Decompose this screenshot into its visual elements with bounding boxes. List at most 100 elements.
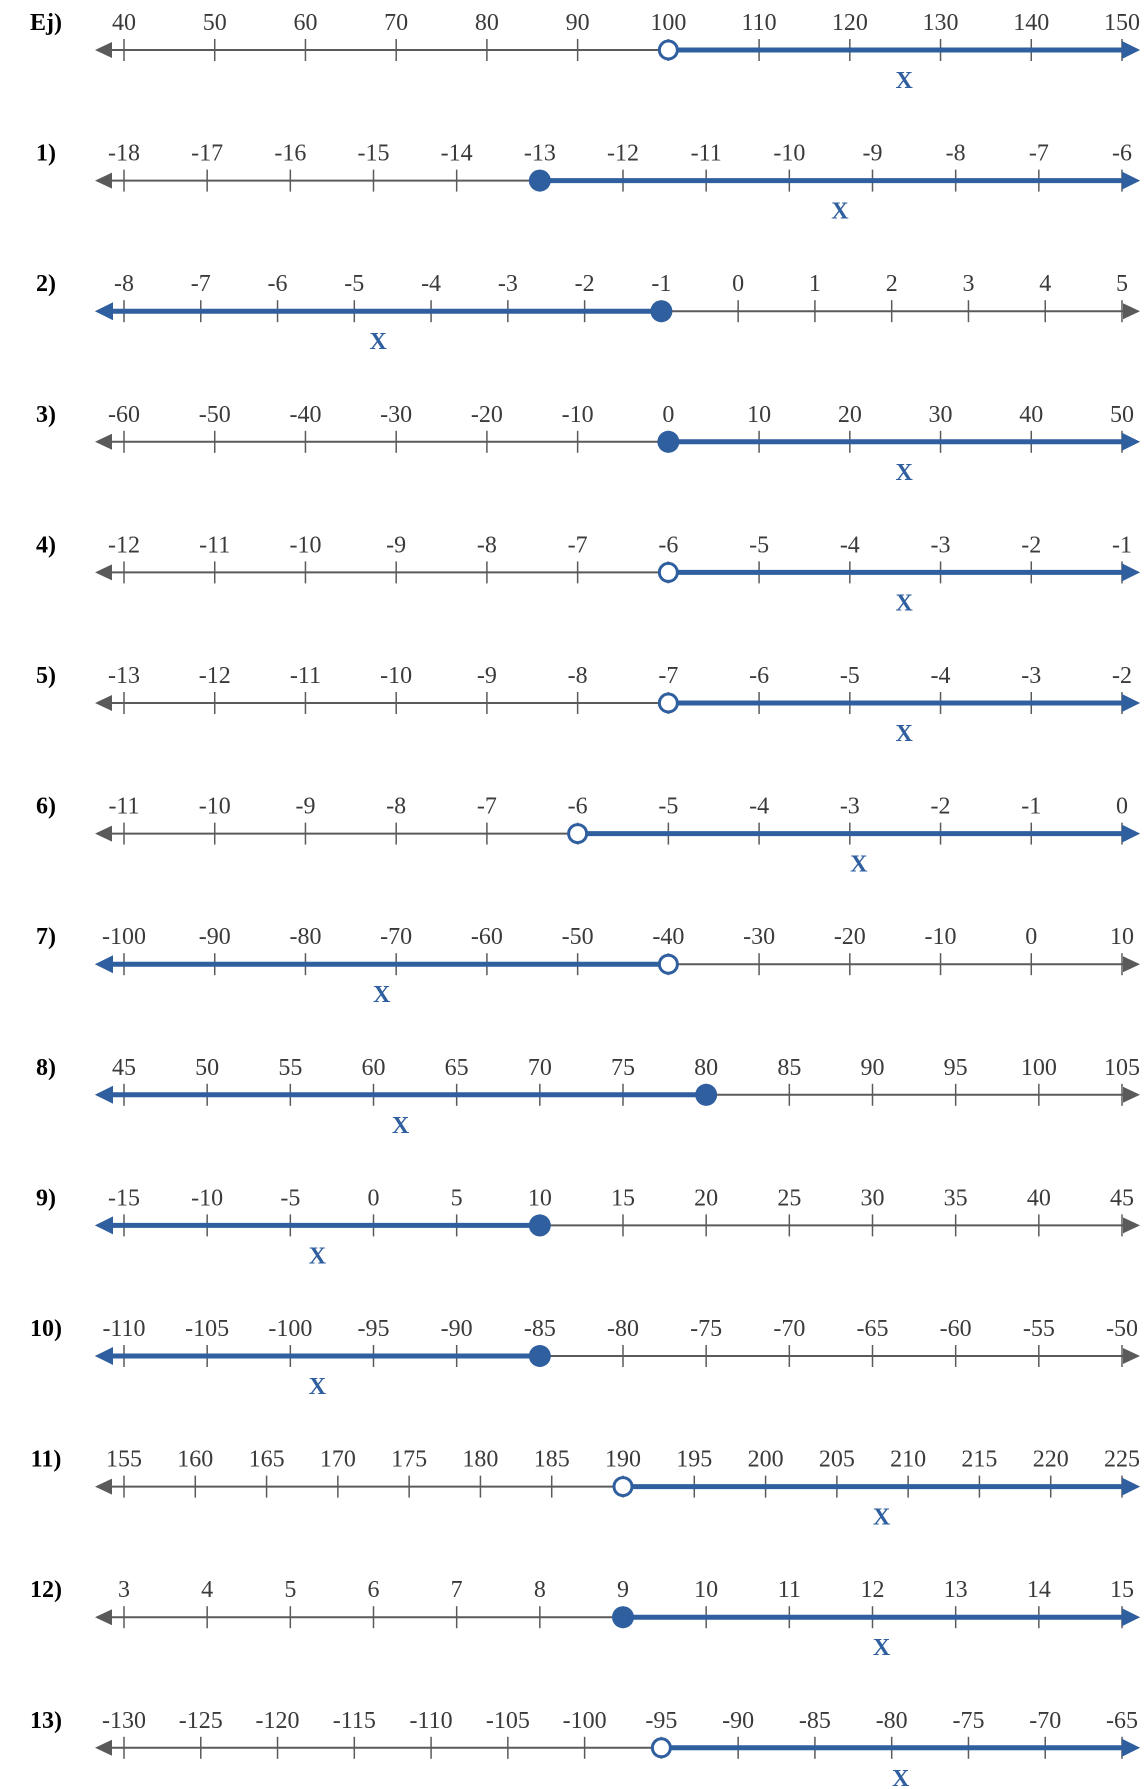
tick-label: -7 (477, 794, 497, 820)
tick-label: 2 (886, 271, 898, 297)
problem-label: 5) (36, 663, 56, 689)
problem-row: 6) -11 -10 -9 -8 -7 -6 -5 -4 -3 -2 -1 0X (36, 794, 1140, 878)
variable-label: X (850, 852, 868, 878)
left-arrow (95, 695, 112, 711)
tick-label: 120 (832, 10, 868, 36)
tick-label: -16 (274, 141, 306, 167)
tick-label: 40 (112, 10, 136, 36)
tick-label: -100 (563, 1708, 607, 1734)
tick-label: -6 (568, 794, 588, 820)
tick-label: -9 (863, 141, 883, 167)
tick-label: 45 (1110, 1185, 1134, 1211)
closed-endpoint (528, 1214, 551, 1237)
tick-label: -85 (799, 1708, 831, 1734)
tick-label: -5 (840, 663, 860, 689)
tick-label: 25 (777, 1185, 801, 1211)
tick-label: 225 (1104, 1447, 1140, 1473)
tick-label: -4 (931, 663, 951, 689)
tick-label: 155 (106, 1447, 142, 1473)
tick-label: -3 (840, 794, 860, 820)
tick-label: 0 (1025, 924, 1037, 950)
tick-label: -95 (645, 1708, 677, 1734)
solution-arrow-right (1122, 1738, 1140, 1757)
tick-label: -17 (191, 141, 223, 167)
problem-label: 8) (36, 1055, 56, 1081)
tick-label: -75 (690, 1316, 722, 1342)
tick-label: 80 (694, 1055, 718, 1081)
right-arrow (1123, 1348, 1140, 1364)
tick-label: -8 (477, 532, 497, 558)
tick-label: 55 (278, 1055, 302, 1081)
tick-label: -4 (749, 794, 769, 820)
tick-label: -9 (477, 663, 497, 689)
tick-label: -50 (199, 402, 231, 428)
tick-label: 4 (201, 1577, 213, 1603)
tick-label: -18 (108, 141, 140, 167)
left-arrow (95, 1478, 112, 1495)
tick-label: -1 (1021, 794, 1041, 820)
tick-label: 70 (528, 1055, 552, 1081)
tick-label: -11 (691, 141, 722, 167)
tick-label: 1 (809, 271, 821, 297)
tick-label: -6 (749, 663, 769, 689)
tick-label: -2 (931, 794, 951, 820)
problem-row: 1) -18 -17 -16 -15 -14 -13 -12 -11 -10 -9 -8 -7 -6 X (36, 141, 1140, 225)
closed-endpoint (528, 1345, 551, 1367)
left-arrow (95, 825, 112, 842)
tick-label: -3 (931, 532, 951, 558)
solution-arrow-left (95, 302, 113, 321)
left-arrow (95, 564, 112, 581)
tick-label: -6 (658, 532, 678, 558)
tick-label: 3 (118, 1577, 130, 1603)
tick-label: -60 (940, 1316, 972, 1342)
tick-label: -5 (749, 532, 769, 558)
problem-label: 3) (36, 402, 56, 428)
tick-label: -110 (102, 1316, 145, 1342)
tick-label: 3 (962, 271, 974, 297)
tick-label: 170 (320, 1447, 356, 1473)
tick-label: 11 (778, 1577, 801, 1603)
left-arrow (95, 172, 112, 189)
tick-label: 10 (747, 402, 771, 428)
tick-label: -7 (1029, 141, 1049, 167)
tick-label: -90 (199, 924, 231, 950)
tick-label: -2 (1021, 532, 1041, 558)
tick-label: 30 (929, 402, 953, 428)
variable-label: X (896, 721, 914, 747)
tick-label: -12 (607, 141, 639, 167)
solution-arrow-left (95, 1216, 113, 1235)
solution-arrow-right (1122, 432, 1140, 451)
tick-label: -85 (524, 1316, 556, 1342)
right-arrow (1123, 303, 1140, 320)
tick-label: -7 (658, 663, 678, 689)
variable-label: X (831, 199, 849, 225)
problem-label: 10) (30, 1316, 62, 1342)
tick-label: -65 (857, 1316, 889, 1342)
tick-label: -13 (108, 663, 140, 689)
variable-label: X (873, 1635, 891, 1661)
tick-label: -2 (1112, 663, 1132, 689)
tick-label: -100 (102, 924, 146, 950)
tick-label: -4 (840, 532, 860, 558)
tick-label: 15 (611, 1185, 635, 1211)
variable-label: X (309, 1374, 327, 1400)
tick-label: 40 (1019, 402, 1043, 428)
tick-label: -80 (607, 1316, 639, 1342)
tick-label: 10 (528, 1185, 552, 1211)
problem-row: 10) -110 -105 -100 -95 -90 -85 -80 -75 -70 -65 -60 -… (30, 1316, 1140, 1400)
solution-arrow-right (1122, 41, 1140, 59)
tick-label: -105 (185, 1316, 229, 1342)
tick-label: 35 (944, 1185, 968, 1211)
solution-arrow-right (1122, 563, 1140, 582)
tick-label: 140 (1013, 10, 1049, 36)
tick-label: -8 (568, 663, 588, 689)
solution-arrow-right (1122, 1477, 1140, 1496)
variable-label: X (873, 1505, 891, 1531)
tick-label: -14 (441, 141, 473, 167)
tick-label: -3 (498, 271, 518, 297)
tick-label: 210 (890, 1447, 926, 1473)
problem-row: 2) -8 -7 -6 -5 -4 -3 -2 -1 0 1 2 3 4 5 X (36, 271, 1140, 355)
variable-label: X (896, 590, 914, 616)
tick-label: 14 (1027, 1577, 1051, 1603)
problem-label: 11) (31, 1447, 62, 1473)
